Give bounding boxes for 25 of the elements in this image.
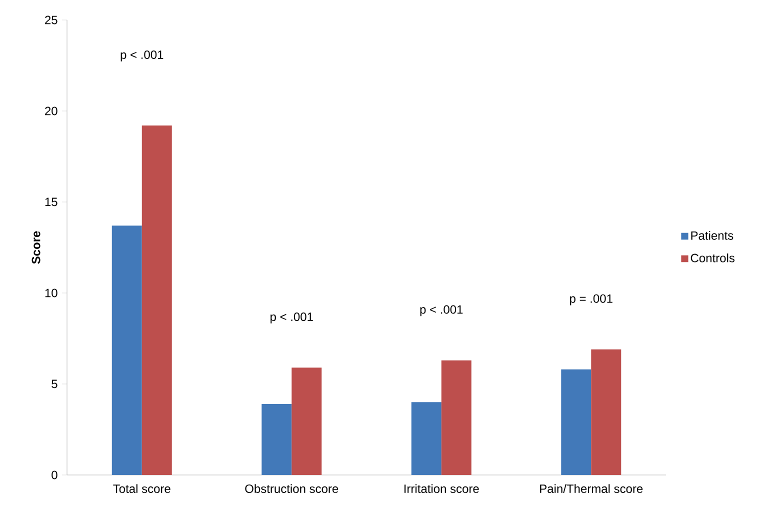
bar xyxy=(112,226,142,475)
bar xyxy=(142,126,172,475)
y-tick-label: 20 xyxy=(45,106,58,116)
legend-label: Controls xyxy=(690,253,734,262)
y-axis-title: Score xyxy=(32,231,40,264)
bar xyxy=(292,368,322,475)
bar xyxy=(561,369,592,475)
y-tick-label: 0 xyxy=(52,470,58,480)
x-tick-label: Irritation score xyxy=(404,484,479,494)
annotation: p < .001 xyxy=(120,50,164,62)
bar xyxy=(411,402,442,475)
x-tick-label: Total score xyxy=(113,484,170,494)
y-tick-label: 25 xyxy=(45,16,58,24)
y-tick-label: 15 xyxy=(45,198,58,206)
annotation: p = .001 xyxy=(570,294,612,306)
y-tick-label: 5 xyxy=(52,380,58,388)
y-tick-label: 10 xyxy=(45,288,58,298)
bar xyxy=(262,404,292,475)
bar xyxy=(591,349,622,475)
legend-label: Patients xyxy=(691,230,734,240)
annotation: p < .001 xyxy=(270,312,313,324)
x-tick-label: Obstruction score xyxy=(245,484,338,494)
annotation: p < .001 xyxy=(420,305,463,316)
bar xyxy=(441,360,472,475)
x-tick-label: Pain/Thermal score xyxy=(540,484,643,494)
